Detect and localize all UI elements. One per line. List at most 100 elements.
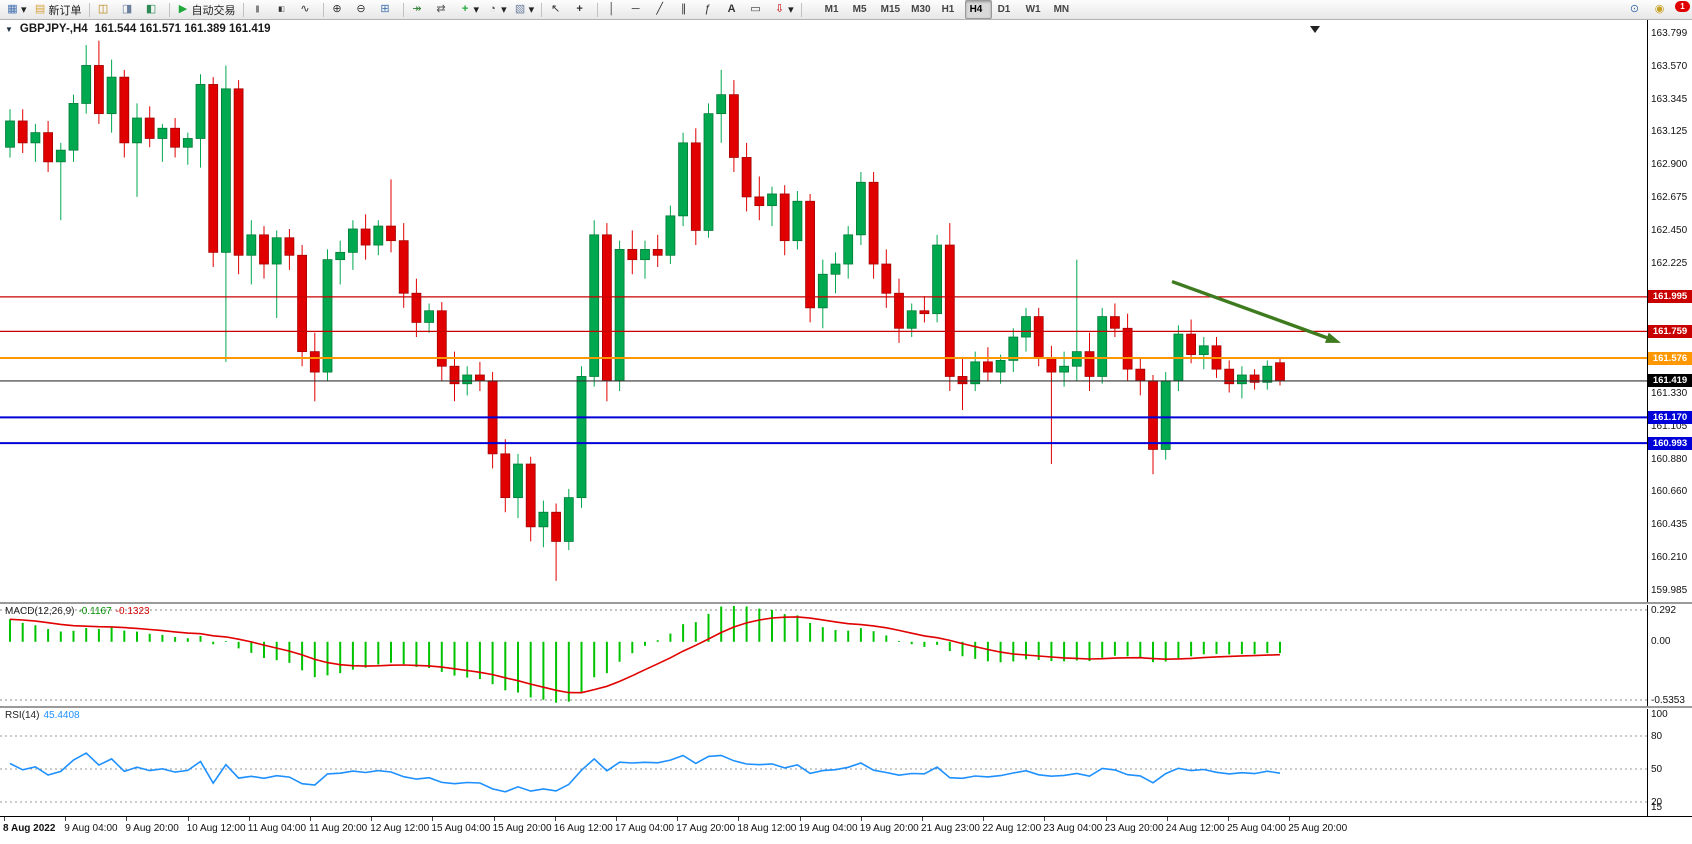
time-tick	[860, 817, 862, 821]
timeframe-w1-button[interactable]: W1	[1025, 4, 1041, 15]
search-button[interactable]: ⊙	[1625, 0, 1648, 19]
price-chart-panel[interactable]: ▼ GBPJPY-,H4 161.544 161.571 161.389 161…	[0, 20, 1647, 602]
candlesticks-button[interactable]: ▮▯	[272, 0, 295, 19]
cursor-button[interactable]: ↖	[546, 0, 569, 19]
chart-dropdown-icon[interactable]: ▼	[5, 24, 13, 34]
time-tick	[738, 817, 740, 821]
caret-down-icon: ▾	[501, 4, 507, 16]
price-level-label-161.419: 161.419	[1648, 374, 1692, 388]
time-label: 15 Aug 20:00	[492, 823, 552, 834]
label-button[interactable]: ▭	[746, 0, 769, 19]
time-tick	[65, 817, 67, 821]
toolbar: ▦ ▾ ▤ 新订单 ◫ ◨ ◧ ▶ 自动交易 ||| ▮▯ ∿ ⊕ ⊖ ⊞ ↠ ⇄ + ▾ ◔ ▾ ▧ ▾ ↖ + │ ─ ╱ ∥ ƒ A ▭…	[0, 0, 1692, 20]
time-tick	[371, 817, 373, 821]
timeframe-h4-button[interactable]: H4	[964, 0, 992, 19]
timeframe-d1-button[interactable]: D1	[997, 4, 1011, 15]
toolbar-separator	[242, 2, 244, 17]
fibonacci-button[interactable]: ƒ	[698, 0, 721, 19]
chart-shift-button[interactable]: ⇄	[432, 0, 455, 19]
time-label: 19 Aug 04:00	[798, 823, 858, 834]
data-window-button[interactable]: ◧	[142, 0, 165, 19]
time-label: 11 Aug 04:00	[247, 823, 306, 834]
toolbar-separator	[322, 2, 324, 17]
rsi-panel[interactable]: RSI(14) 45.4408	[0, 708, 1647, 816]
data-window-icon: ◧	[145, 3, 157, 15]
timeframe-m1-button[interactable]: M1	[824, 4, 839, 15]
zoom-out-button[interactable]: ⊖	[352, 0, 375, 19]
macd-chart[interactable]	[0, 604, 1647, 706]
timeframe-m5-button[interactable]: M5	[852, 4, 867, 15]
new-order-button[interactable]: ▤ 新订单	[31, 0, 85, 19]
rsi-chart[interactable]	[0, 708, 1647, 816]
panel-divider[interactable]	[0, 602, 1692, 605]
timeframe-group: M1 M5 M15 M30 H1 H4 D1 W1 MN	[820, 0, 1076, 19]
template-icon: ▧	[514, 3, 526, 15]
candles-series	[5, 40, 1285, 581]
time-tick	[1228, 817, 1229, 821]
rsi-line	[9, 752, 1281, 793]
indicators-button[interactable]: + ▾	[456, 0, 483, 19]
vertical-line-button[interactable]: │	[602, 0, 625, 19]
horizontal-line-button[interactable]: ─	[626, 0, 649, 19]
macd-value-signal: -0.1323	[115, 606, 150, 617]
timeframe-mn-button[interactable]: MN	[1053, 4, 1070, 15]
panel-divider[interactable]	[0, 706, 1692, 709]
periods-button[interactable]: ◔ ▾	[483, 0, 510, 19]
time-axis[interactable]: 8 Aug 2022 9 Aug 04:00 9 Aug 20:00 10 Aug 1…	[0, 816, 1692, 844]
channel-button[interactable]: ∥	[674, 0, 697, 19]
chart-grid-icon: ▦	[7, 3, 18, 15]
chart-window-button[interactable]: ◫	[94, 0, 117, 19]
trend-arrow-annotation[interactable]	[1171, 279, 1341, 343]
fibonacci-icon: ƒ	[704, 3, 711, 15]
timeframe-m15-button[interactable]: M15	[880, 4, 901, 15]
autotrading-button[interactable]: ▶ 自动交易	[174, 0, 239, 19]
search-icon: ⊙	[1629, 3, 1640, 15]
timeframe-h1-button[interactable]: H1	[941, 4, 955, 15]
price-level-label-161.995: 161.995	[1648, 290, 1692, 304]
charts-menu-button[interactable]: ▦ ▾	[3, 0, 30, 19]
time-label: 22 Aug 12:00	[982, 823, 1042, 834]
templates-button[interactable]: ▧ ▾	[511, 0, 538, 19]
time-label: 11 Aug 20:00	[309, 823, 368, 834]
time-label: 17 Aug 04:00	[615, 823, 674, 834]
timeframe-m30-button[interactable]: M30	[911, 4, 931, 15]
time-label: 23 Aug 04:00	[1043, 823, 1103, 834]
rsi-axis-tick: 100	[1651, 708, 1668, 720]
crosshair-button[interactable]: +	[570, 0, 593, 19]
autotrading-icon: ▶	[178, 3, 188, 15]
time-tick	[126, 817, 128, 821]
price-tick: 163.799	[1651, 28, 1688, 39]
line-chart-button[interactable]: ∿	[296, 0, 319, 19]
macd-histogram	[9, 606, 1281, 703]
text-button[interactable]: A	[722, 0, 745, 19]
scroll-to-end-marker[interactable]	[1310, 26, 1320, 33]
price-tick: 160.435	[1651, 519, 1688, 531]
price-tick: 161.330	[1651, 388, 1688, 400]
ohlc-bars-button[interactable]: |||	[248, 0, 271, 19]
tile-windows-button[interactable]: ⊞	[376, 0, 399, 19]
macd-signal-line	[9, 616, 1281, 694]
candlestick-chart[interactable]	[0, 20, 1647, 602]
time-label: 9 Aug 20:00	[125, 823, 179, 834]
trendline-button[interactable]: ╱	[650, 0, 673, 19]
time-tick	[1105, 817, 1107, 821]
chart-shift-icon: ⇄	[436, 3, 446, 15]
profiles-button[interactable]: ◨	[118, 0, 141, 19]
cursor-icon: ↖	[551, 3, 561, 15]
time-tick	[554, 817, 556, 821]
community-button[interactable]: ◉	[1650, 0, 1673, 19]
price-tick: 160.660	[1651, 486, 1688, 498]
zoom-in-button[interactable]: ⊕	[328, 0, 351, 19]
auto-scroll-icon: ↠	[412, 3, 422, 15]
macd-panel[interactable]: MACD(12,26,9) -0.1167 -0.1323	[0, 604, 1647, 706]
auto-scroll-button[interactable]: ↠	[408, 0, 431, 19]
toolbar-right-group: ⊙ ◉	[1625, 0, 1673, 19]
chart-symbol-period: GBPJPY-,H4	[19, 23, 88, 35]
autotrading-button-label: 自动交易	[191, 4, 236, 17]
price-axis[interactable]: 163.799 163.570 163.345 163.125 162.900 162.6…	[1647, 20, 1692, 816]
time-tick	[248, 817, 250, 821]
price-tick: 162.675	[1651, 192, 1688, 204]
arrows-button[interactable]: ⇩ ▾	[770, 0, 797, 19]
community-icon: ◉	[1654, 3, 1665, 15]
zoom-out-icon: ⊖	[356, 3, 366, 15]
